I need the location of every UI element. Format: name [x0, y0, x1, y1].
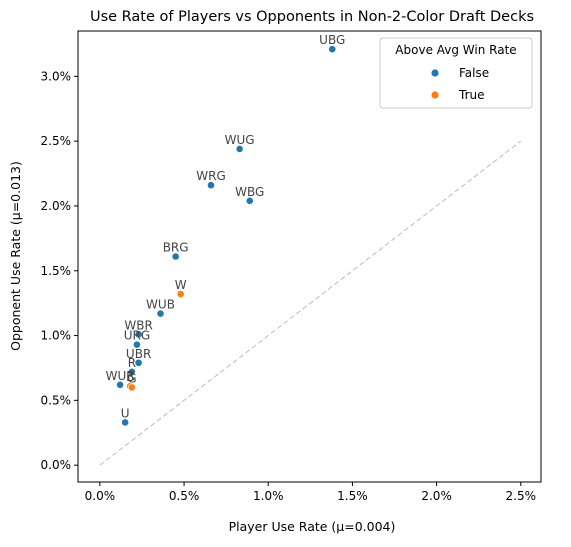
y-tick-label: 2.5% — [41, 134, 72, 148]
y-tick-label: 0.0% — [41, 458, 72, 472]
y-tick-label: 1.0% — [41, 329, 72, 343]
legend-entry-label: False — [459, 66, 489, 80]
legend-marker — [431, 69, 439, 77]
x-axis-label: Player Use Rate (μ=0.004) — [229, 519, 396, 534]
data-point — [235, 145, 244, 153]
x-tick-label: 1.5% — [337, 489, 368, 503]
plot-frame — [77, 30, 542, 483]
point-label: U — [121, 406, 130, 420]
legend-title: Above Avg Win Rate — [395, 43, 516, 57]
data-point — [127, 367, 136, 376]
legend-box — [379, 37, 533, 109]
y-tick-label: 1.5% — [41, 264, 72, 278]
point-label: B — [126, 370, 134, 384]
reference-line — [99, 140, 522, 466]
point-label: WUG — [225, 133, 255, 147]
x-tick-label: 2.5% — [506, 489, 537, 503]
y-axis-label: Opponent Use Rate (μ=0.013) — [8, 161, 23, 351]
legend-marker — [431, 91, 439, 99]
y-tick-label: 3.0% — [41, 69, 72, 83]
point-label: WUR — [106, 369, 135, 383]
data-point — [133, 340, 141, 349]
point-label: UBG — [319, 33, 345, 47]
x-tick-label: 2.0% — [421, 489, 452, 503]
point-label: G — [127, 371, 136, 385]
point-label: UBR — [126, 347, 151, 361]
data-point — [121, 418, 130, 427]
data-point — [207, 181, 215, 190]
data-point — [176, 290, 185, 298]
legend-entry-label: True — [458, 88, 485, 102]
point-label: W — [175, 278, 187, 292]
point-label: WRG — [196, 169, 226, 183]
x-tick-label: 0.0% — [85, 489, 116, 503]
data-point — [171, 252, 180, 261]
legend: Above Avg Win Rate False True — [379, 37, 533, 109]
data-point — [156, 309, 165, 318]
x-tick-label: 0.5% — [169, 489, 200, 503]
data-point — [328, 45, 337, 54]
point-label: WBR — [124, 318, 152, 332]
chart-title: Use Rate of Players vs Opponents in Non-… — [90, 9, 534, 25]
data-point — [134, 330, 143, 339]
data-point — [134, 358, 143, 367]
data-point — [116, 380, 124, 389]
data-point — [127, 383, 136, 392]
point-label: BRG — [163, 241, 189, 255]
point-label: WBG — [235, 185, 264, 199]
plot-area: 0.0% 0.5% 1.0% 1.5% 2.0% 2.5% 0.0% 0.5% 1.0% 1.5%… — [41, 30, 542, 503]
point-label: WUB — [146, 298, 175, 312]
y-tick-label: 0.5% — [41, 393, 72, 407]
data-point — [245, 196, 254, 205]
point-label: URG — [124, 329, 150, 343]
y-tick-label: 2.0% — [41, 199, 72, 213]
x-tick-label: 1.0% — [253, 489, 284, 503]
point-label: R — [128, 356, 136, 370]
